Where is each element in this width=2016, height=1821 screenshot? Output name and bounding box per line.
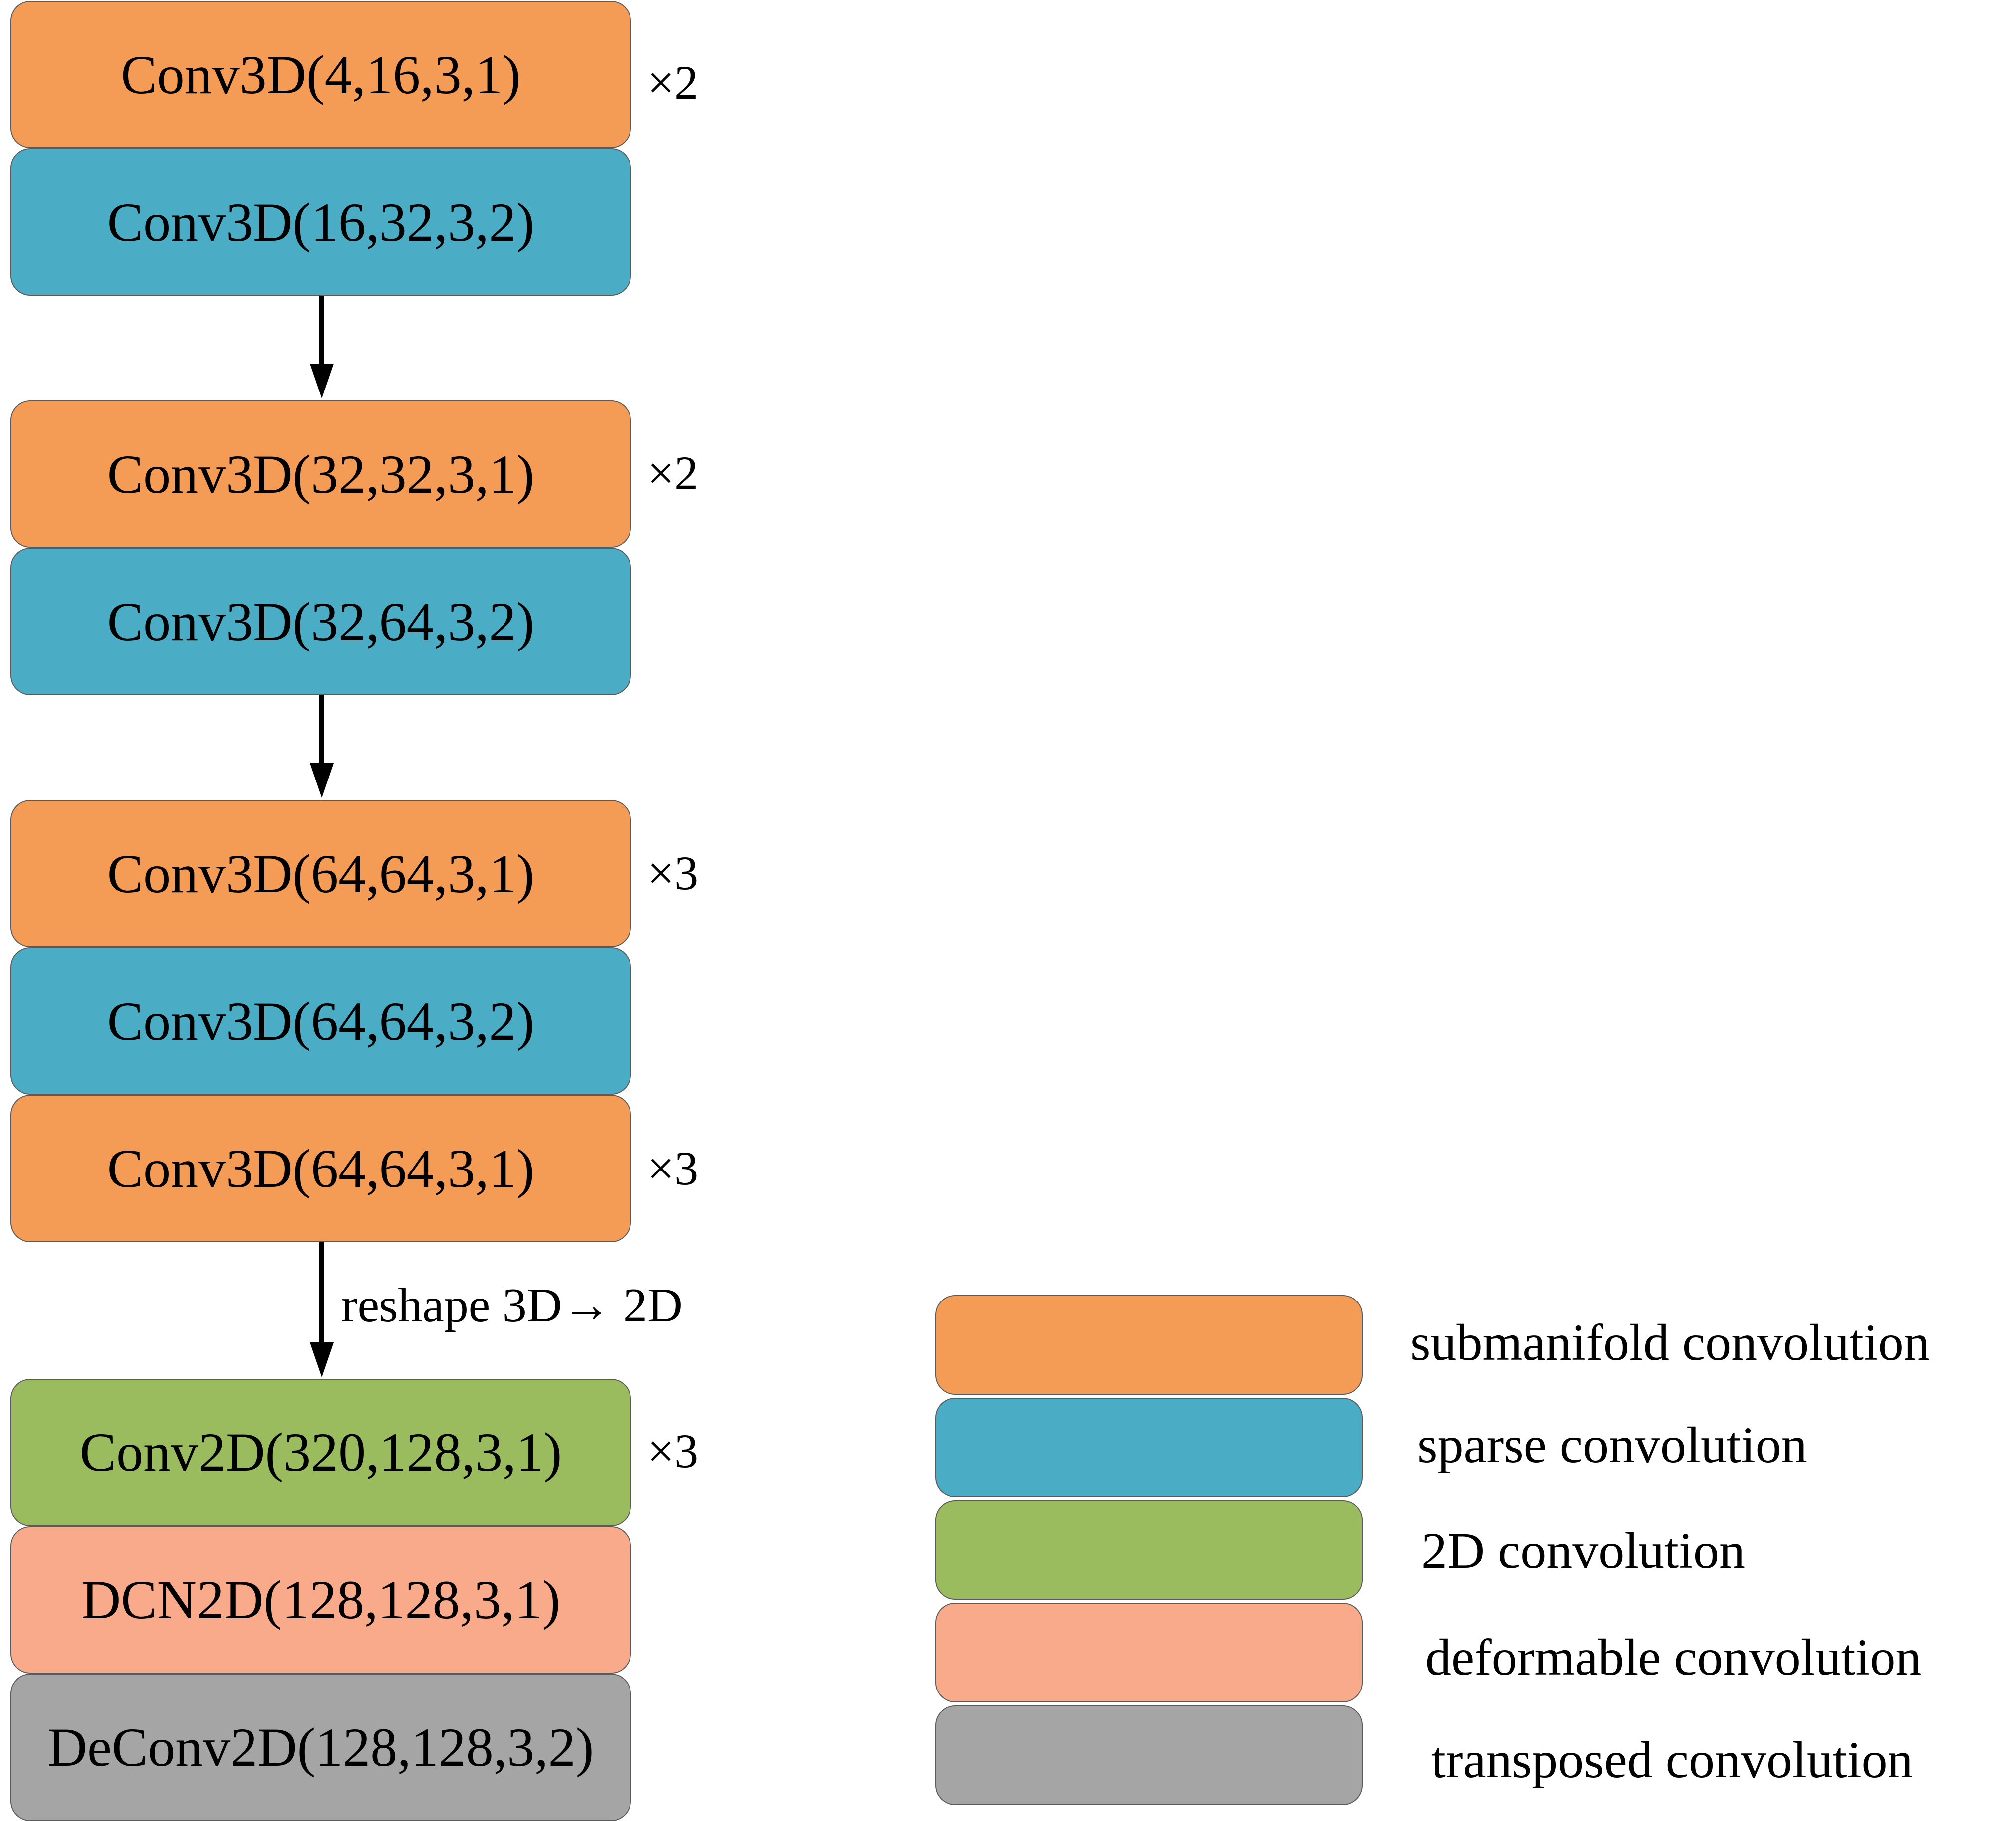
legend-swatch-transposed — [935, 1705, 1363, 1805]
legend-label-2d: 2D convolution — [1421, 1522, 1745, 1579]
block-conv3d-4-16: Conv3D(4,16,3,1) — [10, 1, 631, 148]
block-conv3d-64-64-b: Conv3D(64,64,3,2) — [10, 947, 631, 1095]
arrow-1 — [310, 295, 334, 398]
legend-label-transposed: transposed convolution — [1431, 1731, 1913, 1789]
multiplier-4: ×3 — [647, 1142, 699, 1195]
multiplier-1: ×2 — [647, 56, 699, 109]
legend-swatch-2d — [935, 1500, 1363, 1600]
block-conv3d-32-32: Conv3D(32,32,3,1) — [10, 400, 631, 548]
legend-swatch-sparse — [935, 1398, 1363, 1497]
multiplier-5: ×3 — [647, 1425, 699, 1478]
block-conv3d-64-64-c: Conv3D(64,64,3,1) — [10, 1095, 631, 1242]
legend-label-submanifold: submanifold convolution — [1410, 1314, 1930, 1371]
block-conv3d-64-64-a: Conv3D(64,64,3,1) — [10, 800, 631, 947]
arrow-3 — [310, 1241, 334, 1377]
block-conv3d-32-64: Conv3D(32,64,3,2) — [10, 548, 631, 695]
legend-label-sparse: sparse convolution — [1417, 1417, 1807, 1474]
multiplier-2: ×2 — [647, 446, 699, 500]
block-conv3d-16-32: Conv3D(16,32,3,2) — [10, 148, 631, 296]
block-deconv2d-128-128: DeConv2D(128,128,3,2) — [10, 1674, 631, 1821]
arrow-2 — [310, 695, 334, 798]
legend-label-deformable: deformable convolution — [1425, 1629, 1922, 1686]
block-conv2d-320-128: Conv2D(320,128,3,1) — [10, 1379, 631, 1526]
legend-swatch-submanifold — [935, 1295, 1363, 1395]
block-dcn2d-128-128: DCN2D(128,128,3,1) — [10, 1526, 631, 1674]
legend-swatch-deformable — [935, 1603, 1363, 1702]
multiplier-3: ×3 — [647, 846, 699, 900]
reshape-label: reshape 3D→ 2D — [341, 1279, 683, 1332]
